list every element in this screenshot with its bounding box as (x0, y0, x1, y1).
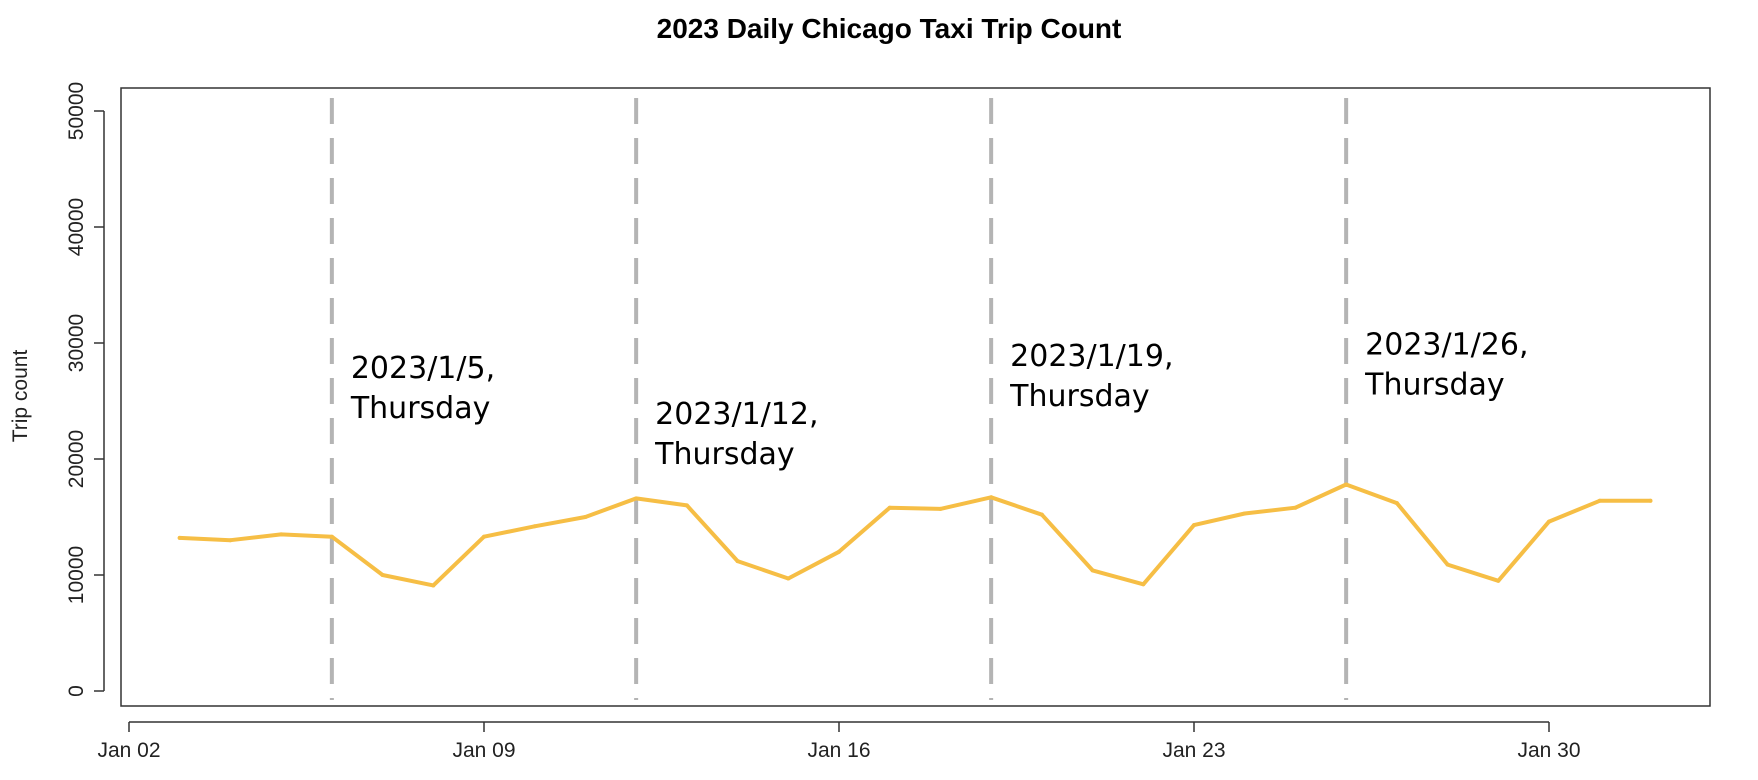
annotation-date: 2023/1/12, (655, 397, 818, 432)
y-axis: 0 10000 20000 30000 40000 50000 (65, 82, 105, 697)
x-axis: Jan 02 Jan 09 Jan 16 Jan 23 Jan 30 (97, 721, 1581, 762)
annotation-date: 2023/1/5, (351, 351, 495, 386)
x-tick-label: Jan 30 (1517, 739, 1580, 762)
series-layer (177, 482, 1653, 588)
y-tick-label: 0 (65, 685, 88, 697)
annotation-weekday: Thursday (654, 437, 795, 472)
data-point (684, 503, 689, 508)
data-point (1394, 501, 1399, 506)
data-point (1547, 519, 1551, 524)
annotation: 2023/1/12, Thursday (654, 397, 818, 472)
data-point (989, 495, 994, 500)
data-point (786, 576, 791, 581)
x-tick-label: Jan 09 (452, 739, 515, 762)
data-point (938, 506, 943, 511)
data-point (1039, 512, 1044, 517)
data-point (228, 538, 233, 543)
data-point (1090, 568, 1095, 573)
x-tick-label: Jan 02 (97, 739, 160, 762)
annotation-weekday: Thursday (350, 391, 491, 426)
x-tick-label: Jan 23 (1162, 739, 1225, 762)
y-tick-label: 20000 (65, 430, 88, 488)
data-point (532, 524, 537, 529)
data-point (1597, 498, 1602, 503)
data-point (431, 583, 436, 588)
data-point (482, 534, 486, 539)
data-point (329, 534, 334, 539)
y-axis-label: Trip count (9, 350, 32, 443)
y-tick-label: 10000 (65, 546, 88, 604)
annotations-layer: 2023/1/5,Thursday 2023/1/12,Thursday2023/… (350, 328, 1529, 473)
annotation-weekday: Thursday (1009, 379, 1149, 414)
data-point (279, 532, 284, 537)
data-point (735, 559, 740, 564)
y-tick-label: 40000 (65, 198, 88, 256)
thursday-reference-lines (329, 98, 1349, 700)
annotation: 2023/1/5, Thursday (350, 351, 495, 426)
data-point (1242, 511, 1247, 516)
chart-title: 2023 Daily Chicago Taxi Trip Count (657, 13, 1122, 44)
data-point (887, 505, 892, 510)
annotation-date: 2023/1/19, (1010, 339, 1173, 374)
annotation: 2023/1/26, Thursday (1364, 328, 1528, 403)
data-point (380, 573, 385, 577)
data-point (1192, 523, 1196, 528)
data-point (177, 535, 182, 540)
annotation: 2023/1/19, Thursday (1009, 339, 1173, 414)
y-tick-label: 50000 (65, 82, 88, 140)
series-line (177, 482, 1653, 588)
data-point (1648, 498, 1653, 503)
y-tick-label: 30000 (65, 314, 88, 372)
x-tick-label: Jan 16 (807, 739, 870, 762)
data-point (1496, 578, 1501, 583)
data-point (1141, 582, 1146, 587)
data-point (1445, 562, 1450, 567)
plot-frame (120, 87, 1711, 707)
data-point (1293, 505, 1298, 510)
annotation-date: 2023/1/26, (1365, 328, 1528, 363)
data-point (1344, 482, 1349, 487)
data-point (634, 496, 639, 501)
annotation-weekday: Thursday (1364, 368, 1505, 403)
data-point (837, 549, 841, 554)
data-point (583, 515, 588, 519)
